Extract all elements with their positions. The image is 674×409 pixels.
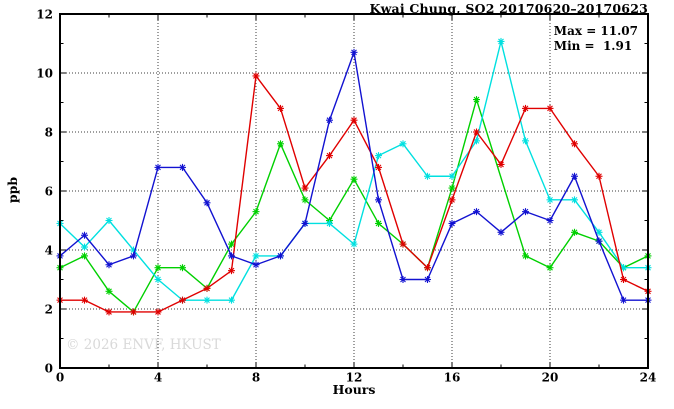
svg-text:0: 0 xyxy=(45,361,53,375)
x-axis-label: Hours xyxy=(332,382,376,397)
svg-text:0: 0 xyxy=(56,371,64,385)
svg-text:24: 24 xyxy=(640,371,657,385)
svg-text:12: 12 xyxy=(346,371,363,385)
svg-text:4: 4 xyxy=(45,243,53,257)
stats-annotation: Max = 11.07 Min = 1.91 xyxy=(554,24,638,54)
chart-title: Kwai Chung, SO2 20170620–20170623 xyxy=(369,1,648,16)
svg-text:8: 8 xyxy=(45,125,53,139)
min-value-label: Min = 1.91 xyxy=(553,39,633,53)
svg-text:16: 16 xyxy=(444,371,461,385)
svg-text:4: 4 xyxy=(154,371,162,385)
svg-text:12: 12 xyxy=(36,7,53,21)
y-axis-label: ppb xyxy=(5,176,20,204)
svg-text:10: 10 xyxy=(36,66,53,80)
svg-text:20: 20 xyxy=(542,371,559,385)
watermark: © 2026 ENVF, HKUST xyxy=(66,337,221,353)
svg-text:2: 2 xyxy=(45,302,53,316)
svg-text:8: 8 xyxy=(252,371,260,385)
max-value-label: Max = 11.07 xyxy=(553,24,638,38)
svg-text:6: 6 xyxy=(45,184,53,198)
